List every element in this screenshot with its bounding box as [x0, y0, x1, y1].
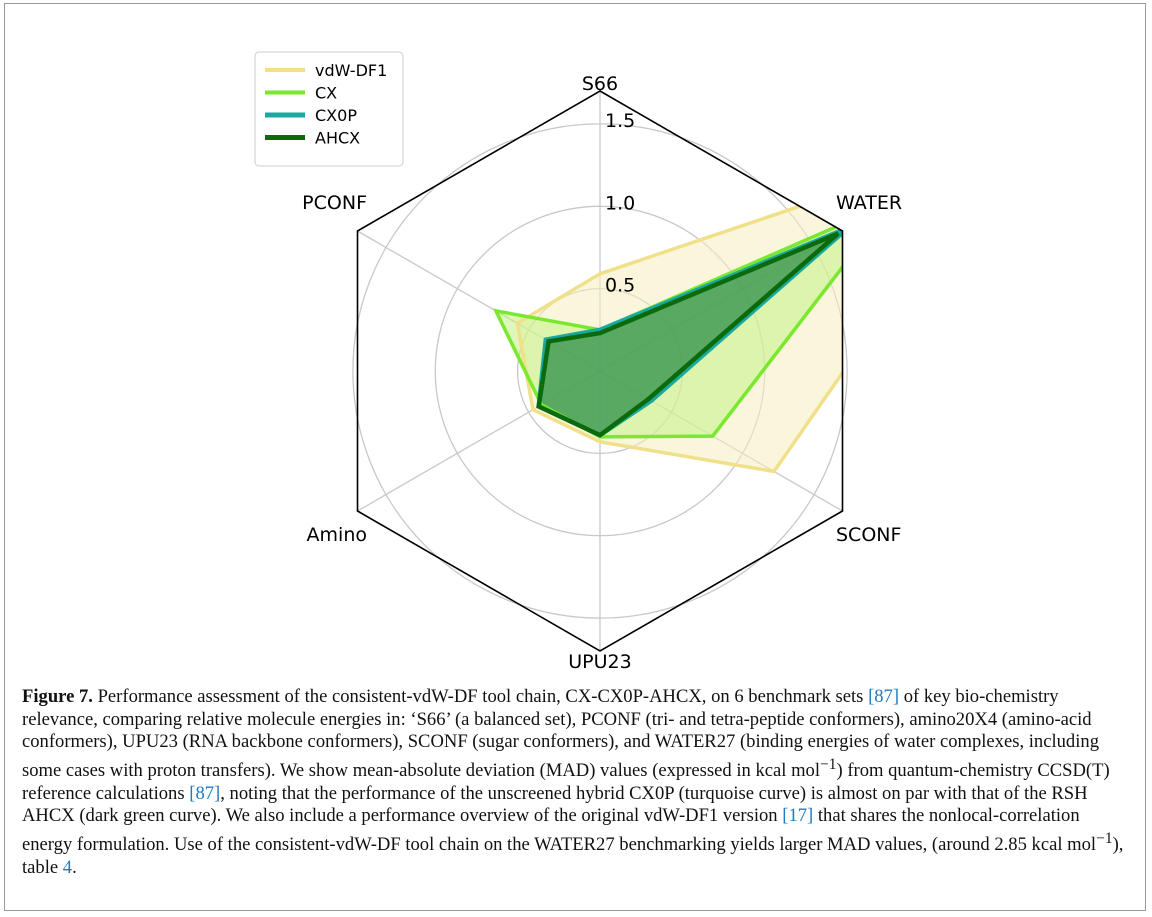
caption-text-segment: , noting that the performance of the uns…	[22, 782, 1088, 827]
caption-text-segment: that shares the nonlocal-correlation ene…	[22, 805, 1097, 855]
grid-ring-2	[352, 123, 848, 619]
axis-label-pconf: PCONF	[302, 192, 367, 214]
radar-frame	[356, 90, 844, 652]
series-line-0	[515, 132, 843, 474]
axis-label-upu23: UPU23	[568, 651, 631, 673]
caption-reference-link[interactable]: [87]	[868, 686, 900, 707]
figure-caption: Figure 7. Performance assessment of the …	[22, 686, 1132, 879]
caption-figure-label: Figure 7.	[22, 686, 93, 707]
caption-text-segment: Performance assessment of the consistent…	[92, 686, 869, 707]
caption-text-segment: −1	[820, 755, 837, 773]
legend-label-0: vdW-DF1	[315, 61, 387, 80]
series-line-3	[536, 231, 840, 438]
legend-label-1: CX	[315, 84, 337, 103]
caption-text-segment: ) from quantum-chemistry CCSD(T) referen…	[22, 759, 1110, 804]
caption-text-segment: .	[72, 856, 77, 878]
axis-label-sconf: SCONF	[836, 524, 901, 546]
figure-frame	[4, 3, 1146, 911]
r-tick-label-0: 0.5	[605, 275, 635, 297]
legend-label-3: AHCX	[315, 129, 360, 148]
caption-text-segment: of key bio-chemistry relevance, comparin…	[22, 686, 1099, 781]
axis-label-s66: S66	[582, 73, 618, 95]
caption-reference-link[interactable]: 4	[62, 856, 73, 878]
caption-reference-link[interactable]: [17]	[782, 805, 814, 827]
series-fill-3	[538, 233, 839, 436]
axis-label-amino: Amino	[307, 524, 367, 546]
r-tick-label-1: 1.0	[605, 192, 635, 214]
r-tick-label-2: 1.5	[605, 110, 635, 132]
caption-text-segment: ), table	[22, 833, 1124, 878]
radar-chart: S66 WATER SCONF UPU23 Amino PCONF 0.5 1.0 1.5 vd…	[254, 51, 902, 673]
caption-reference-link[interactable]: [87]	[189, 782, 221, 804]
caption-text-segment: −1	[1096, 829, 1113, 847]
axis-label-water: WATER	[836, 192, 902, 214]
legend-label-2: CX0P	[315, 106, 357, 125]
